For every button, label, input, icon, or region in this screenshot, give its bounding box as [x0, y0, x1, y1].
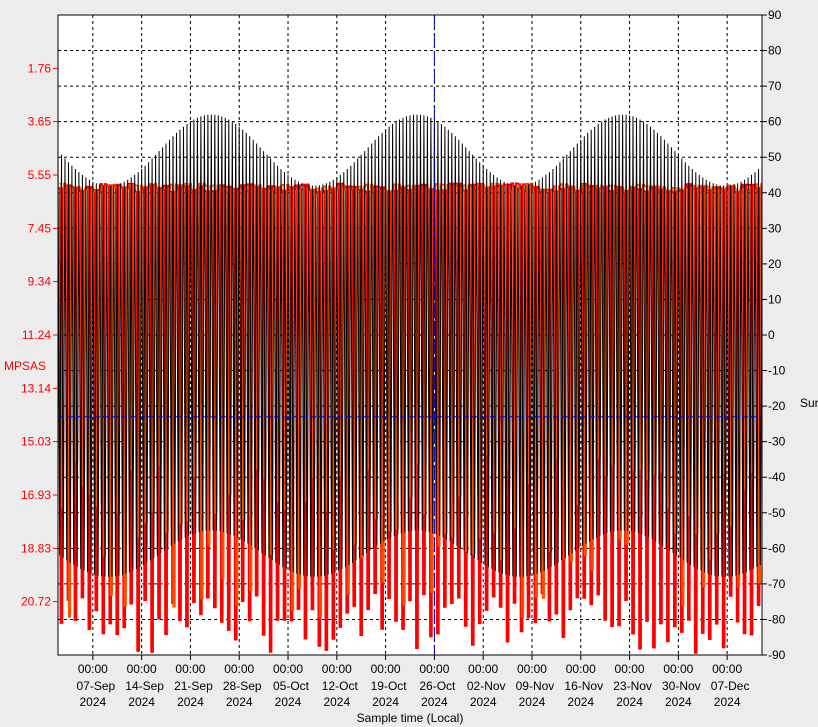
right-tick-label: 20 [768, 257, 782, 271]
x-tick-year: 2024 [226, 695, 253, 709]
x-tick-date: 19-Oct [371, 679, 408, 693]
x-tick-year: 2024 [421, 695, 448, 709]
x-tick-date: 26-Oct [419, 679, 456, 693]
right-tick-label: 80 [768, 44, 782, 58]
right-tick-label: -80 [768, 612, 786, 626]
right-tick-label: 0 [768, 328, 775, 342]
x-tick-date: 09-Nov [516, 679, 555, 693]
left-tick-label: 5.55 [28, 168, 52, 182]
x-tick-date: 07-Sep [76, 679, 115, 693]
x-tick-time: 00:00 [371, 662, 401, 676]
x-tick-date: 07-Dec [711, 679, 750, 693]
x-tick-year: 2024 [665, 695, 692, 709]
x-tick-date: 16-Nov [564, 679, 603, 693]
right-tick-label: 50 [768, 150, 782, 164]
x-tick-date: 14-Sep [125, 679, 164, 693]
x-tick-time: 00:00 [78, 662, 108, 676]
right-tick-label: -30 [768, 435, 786, 449]
x-tick-year: 2024 [323, 695, 350, 709]
left-tick-label: 9.34 [28, 275, 52, 289]
x-tick-date: 28-Sep [223, 679, 262, 693]
cursor-lines [58, 15, 762, 655]
x-tick-year: 2024 [275, 695, 302, 709]
right-tick-label: 40 [768, 186, 782, 200]
x-tick-year: 2024 [128, 695, 155, 709]
left-tick-label: 16.93 [21, 488, 51, 502]
right-tick-label: 30 [768, 221, 782, 235]
right-axis-title: Sun [800, 396, 818, 410]
x-tick-date: 05-Oct [273, 679, 310, 693]
x-tick-year: 2024 [714, 695, 741, 709]
x-tick-date: 21-Sep [174, 679, 213, 693]
x-tick-year: 2024 [567, 695, 594, 709]
right-tick-label: -90 [768, 648, 786, 662]
right-tick-label: 10 [768, 292, 782, 306]
right-tick-label: 90 [768, 8, 782, 22]
left-tick-label: 13.14 [21, 381, 51, 395]
x-tick-time: 00:00 [322, 662, 352, 676]
x-tick-year: 2024 [79, 695, 106, 709]
x-tick-time: 00:00 [224, 662, 254, 676]
x-tick-year: 2024 [616, 695, 643, 709]
x-tick-year: 2024 [177, 695, 204, 709]
x-tick-date: 30-Nov [662, 679, 701, 693]
left-tick-label: 7.45 [28, 221, 52, 235]
x-axis-ticks: 00:00 07-Sep 2024 00:00 14-Sep 2024 00:00 21-Se… [76, 655, 749, 709]
x-tick-time: 00:00 [566, 662, 596, 676]
left-tick-label: 1.76 [28, 61, 52, 75]
left-tick-label: 18.83 [21, 541, 51, 555]
x-tick-year: 2024 [519, 695, 546, 709]
x-tick-time: 00:00 [517, 662, 547, 676]
x-tick-time: 00:00 [663, 662, 693, 676]
right-tick-label: -70 [768, 577, 786, 591]
x-tick-time: 00:00 [615, 662, 645, 676]
x-tick-date: 23-Nov [613, 679, 652, 693]
x-axis-title: Sample time (Local) [357, 711, 464, 725]
right-axis-ticks: 90 80 70 60 50 40 30 20 10 0 -10 -20 -30 -40 -50 -60 -70… [762, 8, 786, 662]
right-tick-label: -50 [768, 506, 786, 520]
x-tick-time: 00:00 [468, 662, 498, 676]
x-tick-time: 00:00 [273, 662, 303, 676]
right-tick-label: -60 [768, 541, 786, 555]
x-tick-year: 2024 [470, 695, 497, 709]
x-tick-date: 02-Nov [467, 679, 506, 693]
x-tick-year: 2024 [372, 695, 399, 709]
left-tick-label: 15.03 [21, 435, 51, 449]
right-tick-label: 60 [768, 115, 782, 129]
left-tick-label: 3.65 [28, 115, 52, 129]
right-tick-label: -10 [768, 364, 786, 378]
x-tick-time: 00:00 [175, 662, 205, 676]
right-tick-label: 70 [768, 79, 782, 93]
right-tick-label: -20 [768, 399, 786, 413]
x-tick-time: 00:00 [712, 662, 742, 676]
x-tick-time: 00:00 [419, 662, 449, 676]
left-tick-label: 20.72 [21, 595, 51, 609]
left-tick-label: 11.24 [22, 328, 51, 342]
left-axis-ticks: 1.76 3.65 5.55 7.45 9.34 11.24 13.14 15.03 16.93… [21, 61, 58, 609]
x-tick-time: 00:00 [127, 662, 157, 676]
x-tick-date: 12-Oct [322, 679, 359, 693]
series-line-sun [58, 114, 762, 577]
left-axis-title: MPSAS [4, 359, 46, 373]
series-layer [58, 114, 762, 654]
right-tick-label: -40 [768, 470, 786, 484]
